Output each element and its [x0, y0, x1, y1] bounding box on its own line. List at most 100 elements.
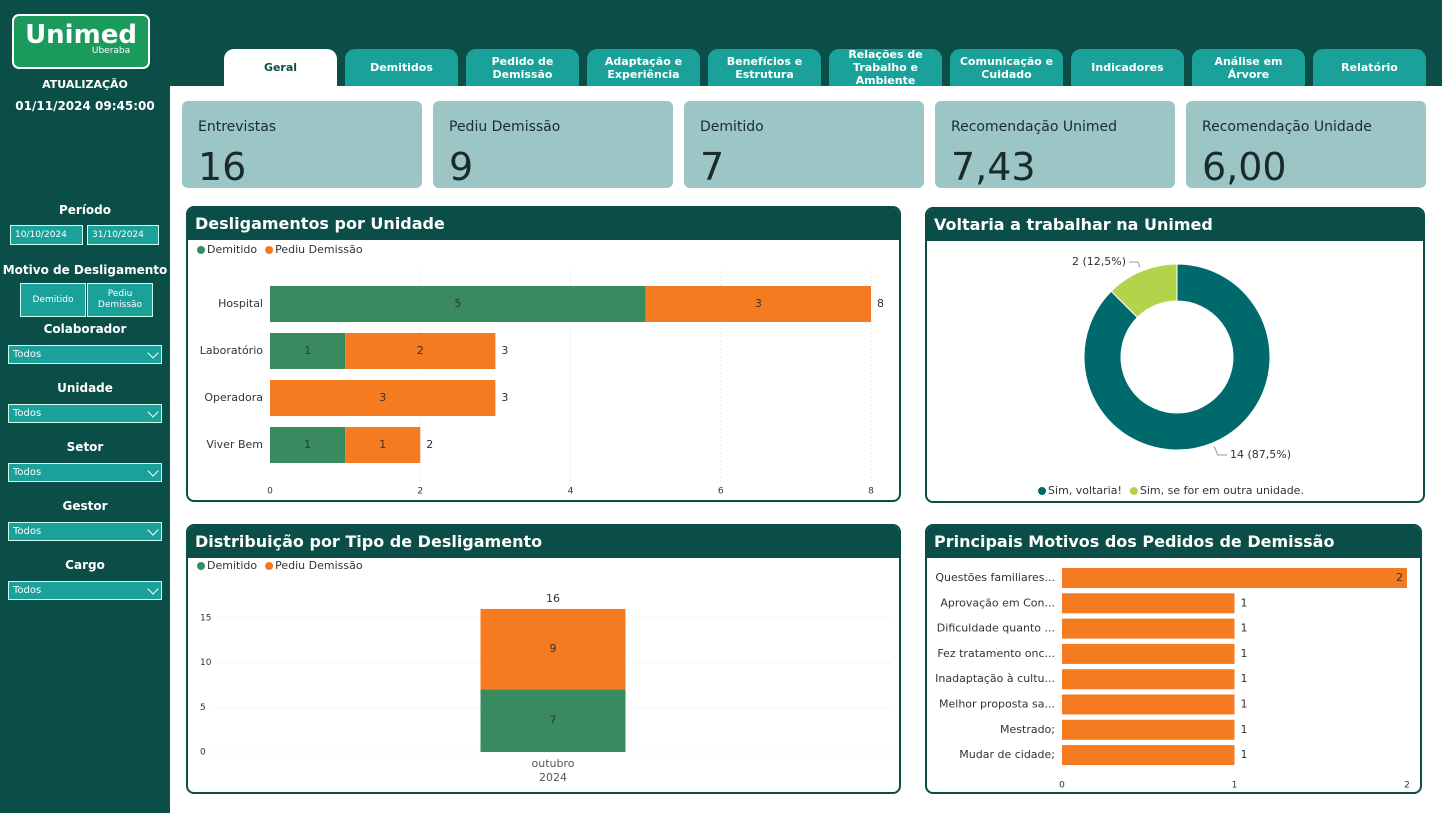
kpi-card: Demitido 7	[684, 101, 924, 189]
panel-title: Distribuição por Tipo de Desligamento	[188, 526, 899, 558]
panel-title: Voltaria a trabalhar na Unimed	[927, 209, 1423, 241]
reason-button[interactable]: Pediu Demissão	[87, 283, 153, 317]
x-tick-label: 4	[568, 487, 574, 497]
bar-label: 1	[1241, 748, 1248, 761]
panel: Voltaria a trabalhar na Unimed	[925, 207, 1425, 503]
filter-dropdown[interactable]: Todos	[8, 345, 162, 364]
bar-label: 1	[1241, 723, 1248, 736]
tab[interactable]: Análise em Árvore	[1192, 49, 1305, 86]
filter-label: Setor	[66, 440, 104, 454]
y-tick-label: Mestrado;	[1000, 723, 1055, 736]
update-value: 01/11/2024 09:45:00	[15, 99, 155, 113]
bar	[1062, 745, 1235, 766]
kpi-card: Recomendação Unidade 6,00	[1186, 101, 1426, 189]
date-start[interactable]: 10/10/2024	[10, 225, 83, 245]
filter-dropdown[interactable]: Todos	[8, 463, 162, 482]
filter-dropdown[interactable]: Todos	[8, 404, 162, 423]
kpi-value: 6,00	[1202, 145, 1287, 189]
bar-label: 1	[379, 438, 386, 451]
update-label: ATUALIZAÇÃO	[42, 78, 128, 91]
y-tick-label: Fez tratamento onc...	[937, 647, 1055, 660]
x-tick-label: 1	[1232, 781, 1238, 791]
bar	[1062, 719, 1235, 740]
bar	[270, 427, 346, 463]
legend-label: Sim, se for em outra unidade.	[1140, 484, 1304, 497]
kpi-label: Recomendação Unimed	[951, 119, 1118, 135]
bar	[270, 380, 496, 416]
y-tick-label: 10	[200, 658, 212, 668]
tab[interactable]: Pedido de Demissão	[466, 49, 579, 86]
bar-label: 1	[1241, 698, 1248, 711]
total-label: 3	[501, 391, 508, 404]
tab[interactable]: Indicadores	[1071, 49, 1184, 86]
bar	[645, 286, 871, 322]
logo: Unimed Uberaba	[12, 14, 150, 69]
reason-label: Motivo de Desligamento	[2, 263, 168, 277]
y-tick-label: 0	[200, 748, 206, 758]
tab[interactable]: Geral	[224, 49, 337, 86]
legend-label: Demitido	[207, 243, 257, 256]
legend-label: Demitido	[207, 559, 257, 572]
bar-label: 3	[755, 297, 762, 310]
bar-label: 1	[1241, 622, 1248, 635]
filter-dropdown[interactable]: Todos	[8, 522, 162, 541]
panel-title: Principais Motivos dos Pedidos de Demiss…	[927, 526, 1420, 558]
legend-marker	[265, 246, 274, 254]
kpi-card: Entrevistas 16	[182, 101, 422, 189]
x-tick-label: 0	[267, 487, 273, 497]
tab[interactable]: Demitidos	[345, 49, 458, 86]
tab[interactable]: Relações de Trabalho e Ambiente	[829, 48, 942, 87]
bar-label: 1	[1241, 672, 1248, 685]
legend-marker	[197, 562, 205, 570]
filter-label: Unidade	[57, 381, 113, 395]
kpi-value: 7	[700, 145, 725, 189]
bar-label: 1	[304, 438, 311, 451]
total-label: 16	[546, 592, 560, 605]
bar	[1062, 694, 1235, 715]
chevron	[147, 583, 159, 595]
kpi-label: Pediu Demissão	[449, 119, 561, 135]
y-tick-label: Viver Bem	[206, 438, 263, 451]
bar	[345, 427, 421, 463]
tab[interactable]: Relatório	[1313, 49, 1426, 86]
tab[interactable]: Comunicação e Cuidado	[950, 49, 1063, 86]
date-end[interactable]: 31/10/2024	[87, 225, 159, 245]
y-tick-label: 15	[200, 613, 211, 623]
tab[interactable]: Adaptação e Experiência	[587, 49, 700, 86]
bar-label: 7	[550, 714, 557, 727]
leader-line	[1213, 446, 1227, 456]
slice-label: 14 (87,5%)	[1230, 448, 1291, 461]
filter-dropdown[interactable]: Todos	[8, 581, 162, 600]
legend-label: Sim, voltaria!	[1048, 484, 1122, 497]
chevron	[147, 465, 159, 477]
kpi-card: Pediu Demissão 9	[433, 101, 673, 189]
kpi-value: 9	[449, 145, 474, 189]
bar	[1062, 618, 1235, 639]
chevron	[147, 347, 159, 359]
tab[interactable]: Benefícios e Estrutura	[708, 49, 821, 86]
kpi-value: 16	[198, 145, 247, 189]
bar	[270, 286, 646, 322]
bar	[480, 608, 626, 690]
y-tick-label: Hospital	[218, 297, 263, 310]
chevron	[147, 524, 159, 536]
leader-line	[1129, 261, 1141, 268]
bar	[1062, 669, 1235, 690]
filter-label: Colaborador	[43, 322, 127, 336]
bar	[1062, 643, 1235, 664]
bar-label: 9	[550, 642, 557, 655]
kpi-card: Recomendação Unimed 7,43	[935, 101, 1175, 189]
kpi-label: Recomendação Unidade	[1202, 119, 1372, 135]
legend-marker	[1129, 487, 1138, 495]
y-tick-label: Operadora	[204, 391, 263, 404]
total-label: 2	[426, 438, 433, 451]
legend-label: Pediu Demissão	[275, 243, 363, 256]
x-tick-label: outubro 2024	[531, 757, 575, 784]
reason-button[interactable]: Demitido	[20, 283, 86, 317]
bar-label: 1	[304, 344, 311, 357]
bar-label: 1	[1241, 596, 1248, 609]
panel-title: Desligamentos por Unidade	[188, 208, 899, 240]
chevron	[147, 406, 159, 418]
